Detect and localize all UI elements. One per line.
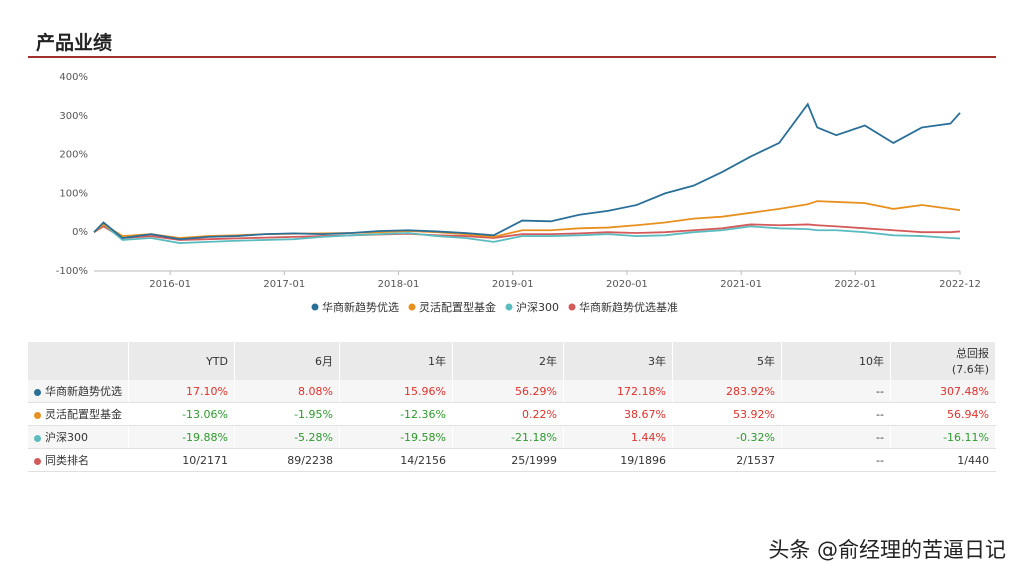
row-label-text: 同类排名 <box>45 454 89 467</box>
table-cell: 19/1896 <box>563 448 673 472</box>
table-cell: 307.48% <box>890 380 996 403</box>
row-dot <box>34 434 41 442</box>
row-dot <box>34 411 41 419</box>
x-tick-label: 2018-01 <box>378 279 420 290</box>
legend-label: 华商新趋势优选基准 <box>579 300 678 314</box>
y-tick-label: -100% <box>56 266 88 277</box>
table-cell: 56.94% <box>890 402 996 426</box>
header-cell: 6月 <box>234 342 340 380</box>
row-label-text: 华商新趋势优选 <box>45 385 122 398</box>
row-label: 华商新趋势优选 <box>28 380 129 403</box>
header-cell <box>28 342 129 380</box>
table-cell: 38.67% <box>563 402 673 426</box>
table-cell: 56.29% <box>452 380 564 403</box>
row-label-text: 灵活配置型基金 <box>45 408 122 421</box>
title-rule <box>28 56 996 58</box>
header-cell: 10年 <box>781 342 891 380</box>
table-cell: 283.92% <box>672 380 782 403</box>
header-cell: YTD <box>128 342 235 380</box>
legend-label: 灵活配置型基金 <box>419 300 496 314</box>
header-cell: 2年 <box>452 342 564 380</box>
y-tick-label: 400% <box>59 72 88 83</box>
table-cell: -0.32% <box>672 425 782 449</box>
table-cell: 14/2156 <box>339 448 453 472</box>
x-tick-label: 2017-01 <box>263 279 305 290</box>
table-row: 灵活配置型基金 -13.06% -1.95% -12.36% 0.22% 38.67% 53… <box>28 402 996 426</box>
legend-marker <box>505 303 513 311</box>
x-tick-label: 2016-01 <box>149 279 191 290</box>
line <box>93 223 961 241</box>
header-cell: 5年 <box>672 342 782 380</box>
x-tick-label: 2022-12 <box>939 279 981 290</box>
table-cell: 8.08% <box>234 380 340 403</box>
table-row: 沪深300 -19.88% -5.28% -19.58% -21.18% 1.44% -0.… <box>28 425 996 449</box>
table-row: 同类排名 10/2171 89/2238 14/2156 25/1999 19/1896 2… <box>28 448 996 472</box>
row-dot <box>34 457 41 465</box>
x-tick-label: 2022-01 <box>834 279 876 290</box>
row-label-text: 沪深300 <box>45 431 88 444</box>
table-cell: 2/1537 <box>672 448 782 472</box>
legend-label: 沪深300 <box>516 300 559 314</box>
row-label: 灵活配置型基金 <box>28 402 129 426</box>
table-cell: -1.95% <box>234 402 340 426</box>
table-cell: -5.28% <box>234 425 340 449</box>
header-line: 总回报 <box>956 347 989 360</box>
table-cell: 0.22% <box>452 402 564 426</box>
table-cell: -- <box>781 380 891 403</box>
watermark: 头条 @俞经理的苦逼日记 <box>768 538 1006 562</box>
line <box>93 223 961 244</box>
legend-marker <box>568 303 576 311</box>
table-cell: 10/2171 <box>128 448 235 472</box>
chart: -100% 0% 100% 200% 300% 400% 2016-01 2017-01 201… <box>56 72 981 314</box>
table-cell: -- <box>781 402 891 426</box>
line <box>93 200 961 239</box>
x-tick-label: 2019-01 <box>492 279 534 290</box>
table-cell: 172.18% <box>563 380 673 403</box>
y-tick-label: 100% <box>59 188 88 199</box>
table-cell: 25/1999 <box>452 448 564 472</box>
legend-marker <box>408 303 416 311</box>
header-cell: 1年 <box>339 342 453 380</box>
header-cell: 总回报 (7.6年) <box>890 342 996 380</box>
table-cell: 15.96% <box>339 380 453 403</box>
row-dot <box>34 388 41 396</box>
table-cell: 53.92% <box>672 402 782 426</box>
y-tick-label: 300% <box>59 111 88 122</box>
table-cell: 1.44% <box>563 425 673 449</box>
table-cell: -- <box>781 448 891 472</box>
x-tick-label: 2020-01 <box>606 279 648 290</box>
table-cell: -16.11% <box>890 425 996 449</box>
section-title: 产品业绩 <box>36 32 113 54</box>
table-cell: -- <box>781 425 891 449</box>
table-cell: -13.06% <box>128 402 235 426</box>
y-tick-label: 0% <box>72 227 88 238</box>
header-cell: 3年 <box>563 342 673 380</box>
table-cell: 17.10% <box>128 380 235 403</box>
table-cell: -21.18% <box>452 425 564 449</box>
x-tick-label: 2021-01 <box>720 279 762 290</box>
y-tick-label: 200% <box>59 150 88 161</box>
table-cell: -19.88% <box>128 425 235 449</box>
row-label: 同类排名 <box>28 448 129 472</box>
legend-marker <box>311 303 319 311</box>
table-cell: -12.36% <box>339 402 453 426</box>
table-cell: -19.58% <box>339 425 453 449</box>
table-row: 华商新趋势优选 17.10% 8.08% 15.96% 56.29% 172.18% 283… <box>28 380 996 403</box>
performance-table: YTD 6月 1年 2年 3年 5年 10年 总回报 (7.6年) 华商新趋势优选 17.10% 8.… <box>28 342 996 472</box>
table-cell: 89/2238 <box>234 448 340 472</box>
header-line: (7.6年) <box>951 363 989 376</box>
row-label: 沪深300 <box>28 425 129 449</box>
line <box>93 102 961 241</box>
table-cell: 1/440 <box>890 448 996 472</box>
legend-label: 华商新趋势优选 <box>322 300 399 314</box>
